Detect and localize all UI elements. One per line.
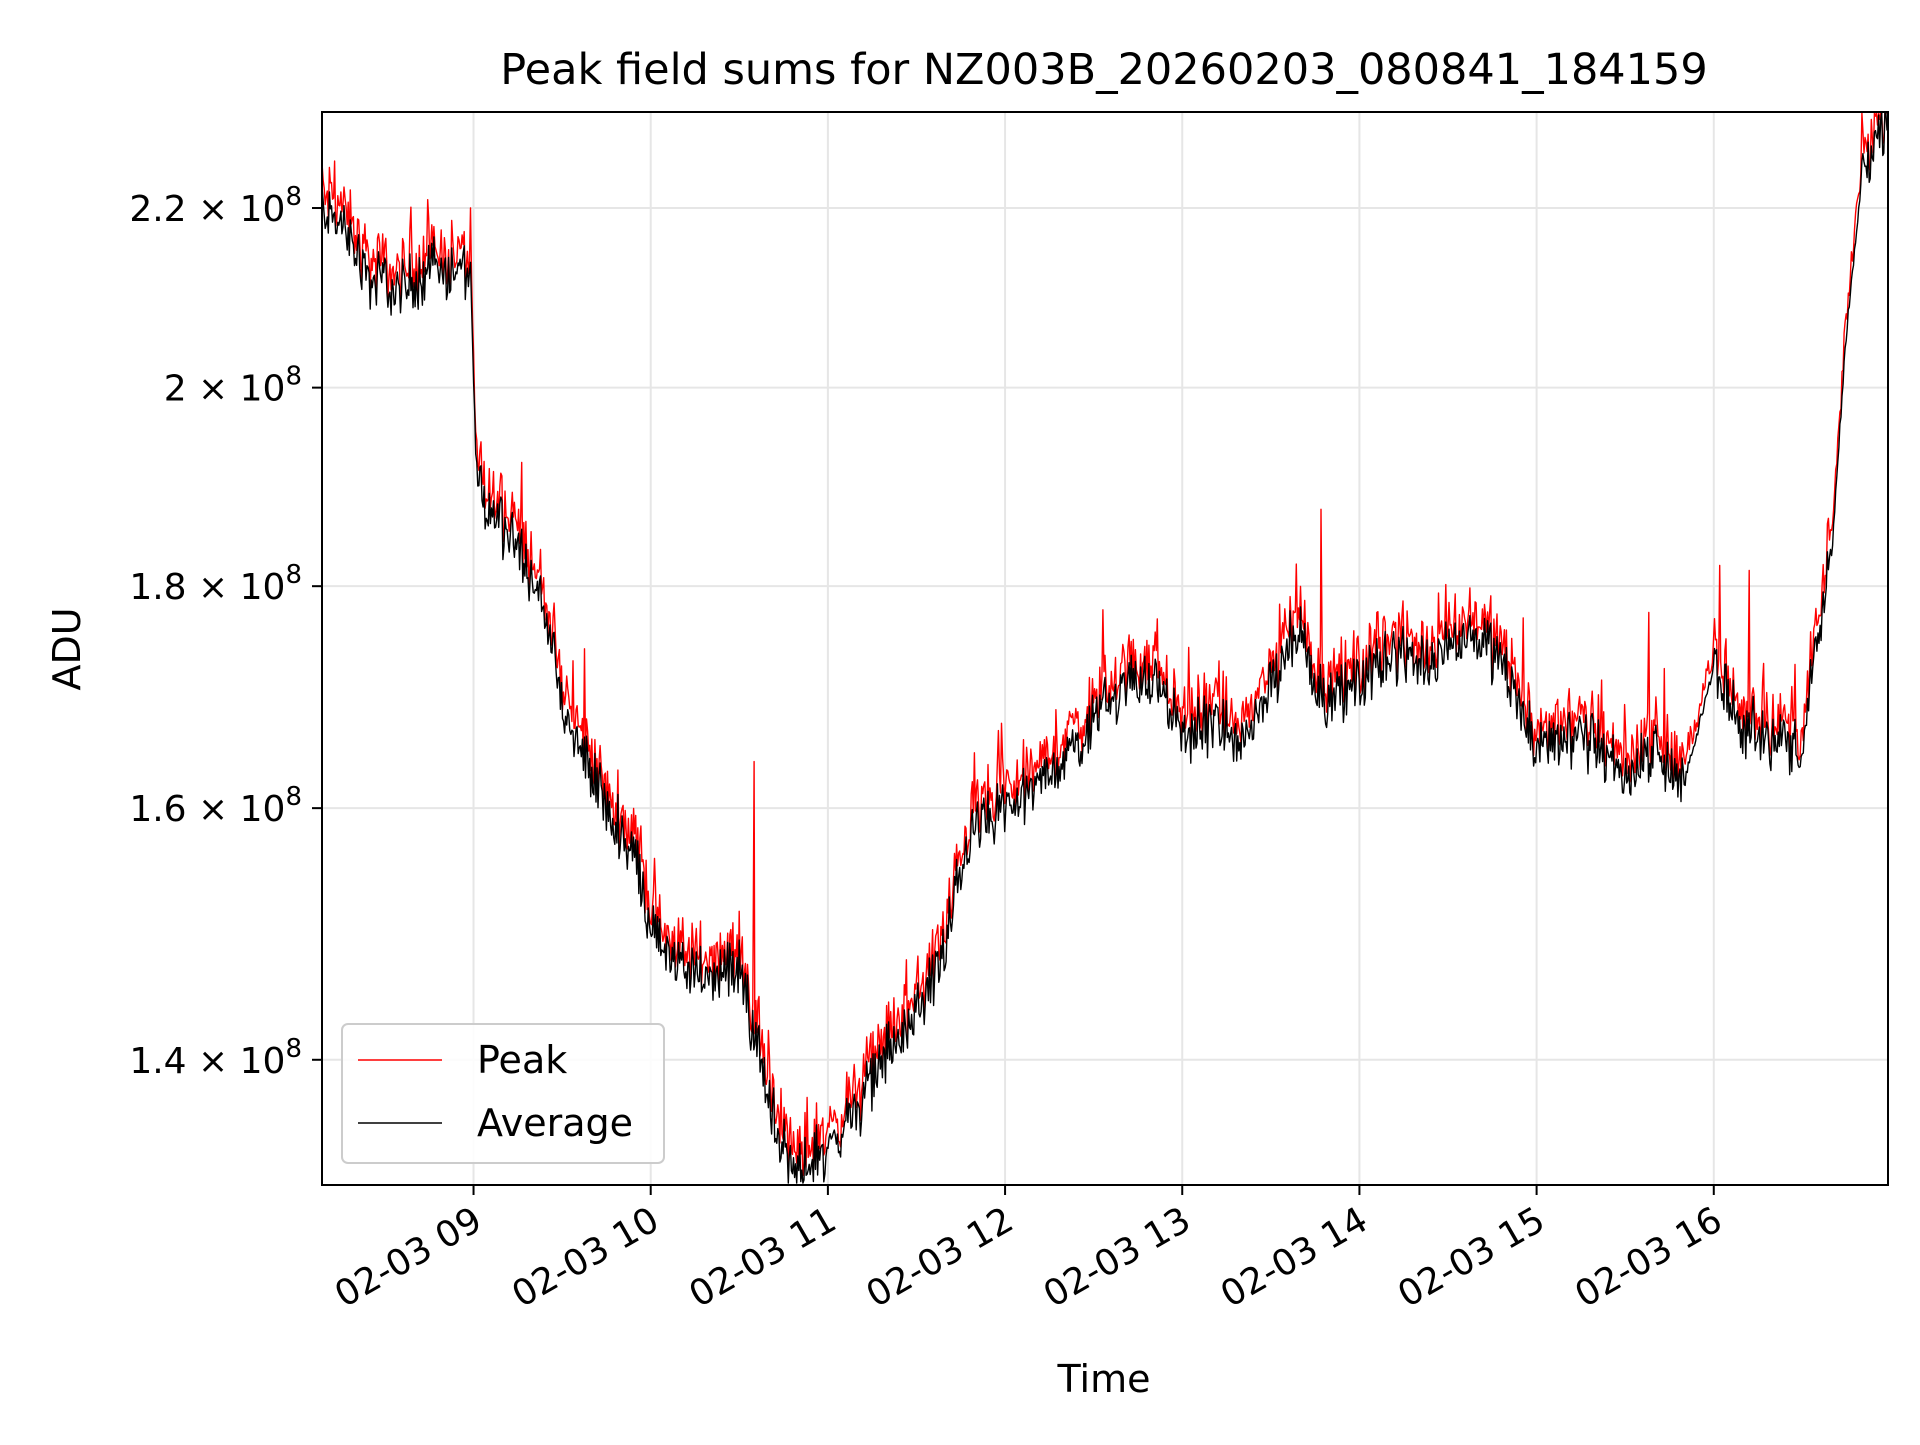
plot-frame [321,111,1889,1186]
series-layer [322,112,1888,1184]
x-axis-label: Time [1057,1357,1151,1401]
y-tick-label: 2 × 108 [164,362,302,410]
y-axis: 1.4 × 108 1.6 × 108 1.8 × 108 2 × 108 2.2 × … [129,182,322,1082]
legend-label-average: Average [477,1101,633,1145]
y-tick-label: 1.6 × 108 [129,782,302,830]
chart-title: Peak field sums for NZ003B_20260203_0808… [500,45,1708,95]
legend: Peak Average [341,1023,665,1164]
y-tick-label: 1.4 × 108 [129,1034,302,1082]
legend-label-peak: Peak [477,1038,567,1082]
y-axis-label: ADU [45,607,89,690]
y-tick-label: 2.2 × 108 [129,182,302,230]
series-line-average [322,112,1888,1184]
legend-box [341,1023,665,1164]
y-tick-label: 1.8 × 108 [129,560,302,608]
